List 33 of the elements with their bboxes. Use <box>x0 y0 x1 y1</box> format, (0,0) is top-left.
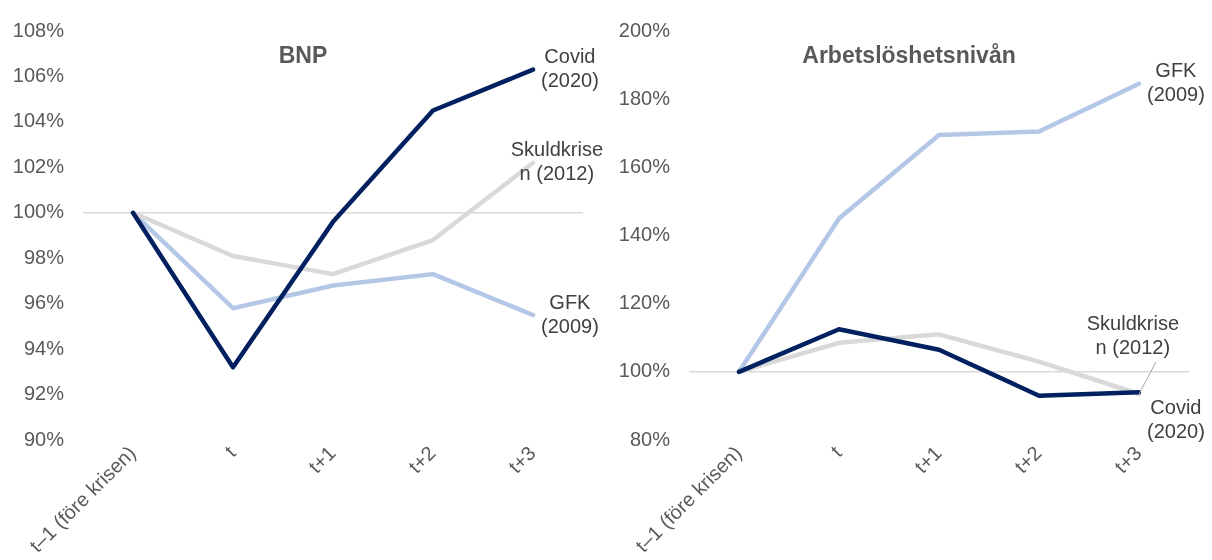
series-label: GFK (2009) <box>541 290 599 337</box>
y-tick-label: 108% <box>12 18 65 41</box>
x-tick-label: t+1 <box>910 441 946 478</box>
x-tick-label: t+2 <box>404 441 440 478</box>
text: BNP <box>278 42 328 69</box>
y-tick-label: 94% <box>23 336 65 359</box>
y-tick-label: 104% <box>12 109 65 132</box>
x-tick-label: t <box>826 441 847 462</box>
x-tick-label: t <box>220 441 241 462</box>
y-tick-label: 140% <box>618 223 671 246</box>
y-tick-label: 100% <box>12 200 65 223</box>
y-tick-label: 106% <box>12 63 65 86</box>
y-tick-label: 98% <box>23 245 65 268</box>
y-tick-label: 80% <box>629 427 671 450</box>
series-label: Skuldkrisen (2012) <box>510 138 603 185</box>
x-tick-label: t+2 <box>1010 441 1046 478</box>
series-label: Skuldkrisen (2012) <box>1086 311 1179 358</box>
y-tick-label: 120% <box>618 291 671 314</box>
y-tick-label: 92% <box>23 382 65 405</box>
text: Arbetslöshetsnivån <box>802 42 1016 69</box>
y-tick-label: 90% <box>23 427 65 450</box>
series-label: GFK (2009) <box>1147 59 1205 106</box>
y-tick-label: 160% <box>618 154 671 177</box>
series-label: Covid (2020) <box>541 45 599 92</box>
series-label: Covid (2020) <box>1147 395 1205 442</box>
y-tick-label: 102% <box>12 154 65 177</box>
x-tick-label: t+3 <box>504 441 540 478</box>
y-tick-label: 180% <box>618 86 671 109</box>
x-tick-label: t+3 <box>1110 441 1146 478</box>
y-tick-label: 96% <box>23 291 65 314</box>
y-tick-label: 200% <box>618 18 671 41</box>
y-tick-label: 100% <box>618 359 671 382</box>
x-tick-label: t+1 <box>304 441 340 478</box>
